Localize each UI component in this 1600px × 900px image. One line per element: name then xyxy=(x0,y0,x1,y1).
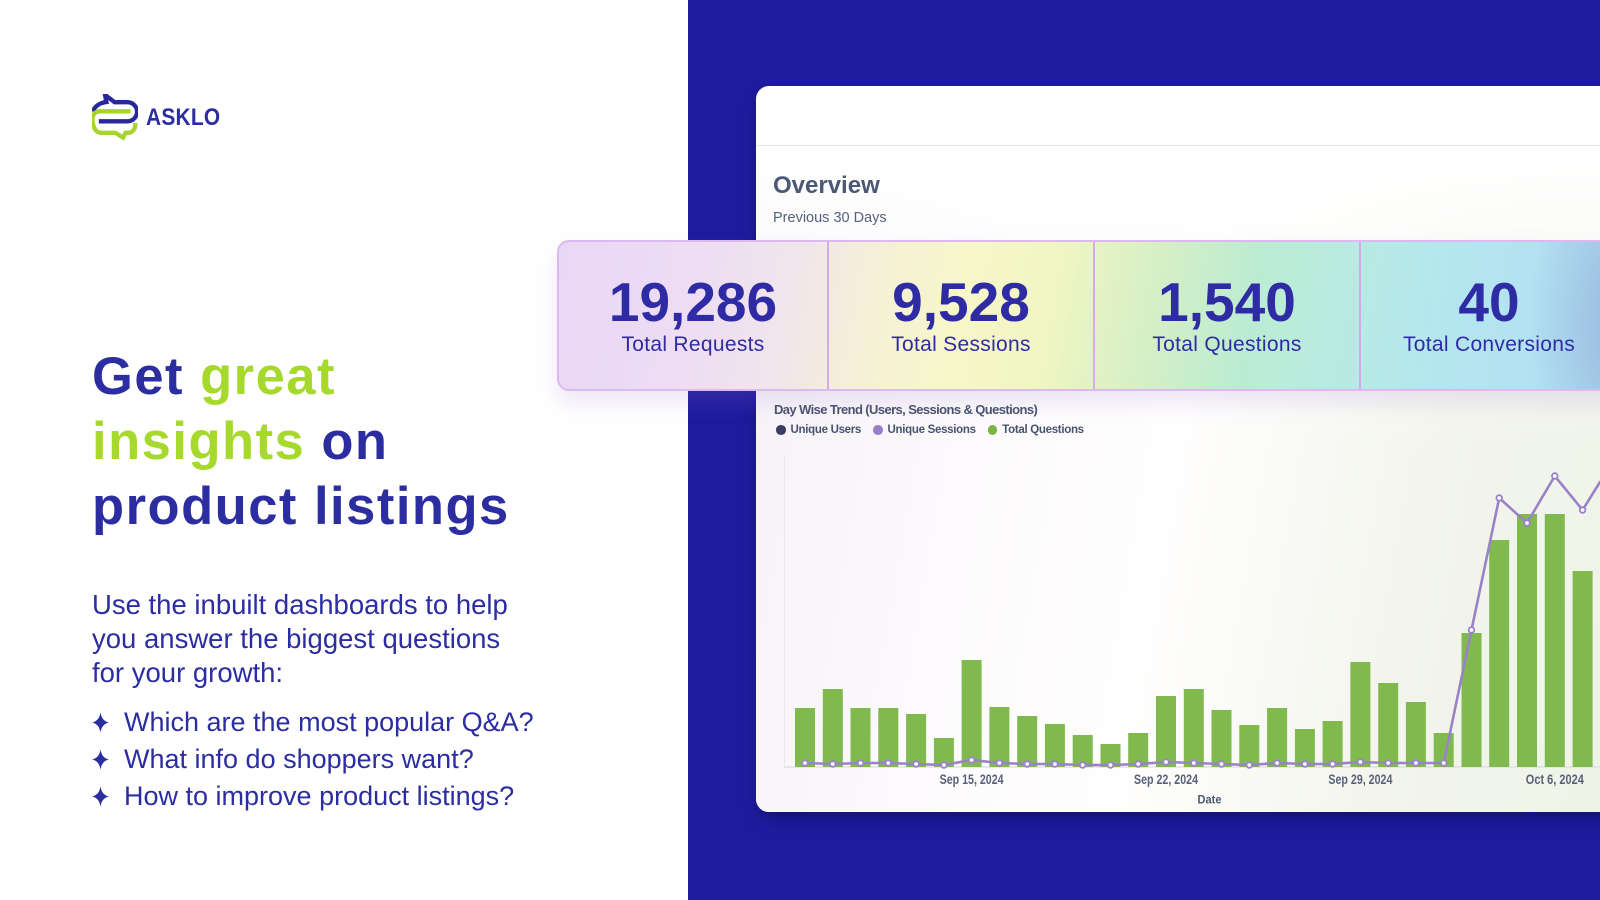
svg-text:Sep 22, 2024: Sep 22, 2024 xyxy=(1134,772,1198,787)
svg-text:Sep 29, 2024: Sep 29, 2024 xyxy=(1328,772,1392,787)
svg-text:Sep 15, 2024: Sep 15, 2024 xyxy=(940,772,1004,787)
svg-text:Date: Date xyxy=(1198,793,1222,807)
svg-text:Oct 6, 2024: Oct 6, 2024 xyxy=(1526,772,1584,787)
